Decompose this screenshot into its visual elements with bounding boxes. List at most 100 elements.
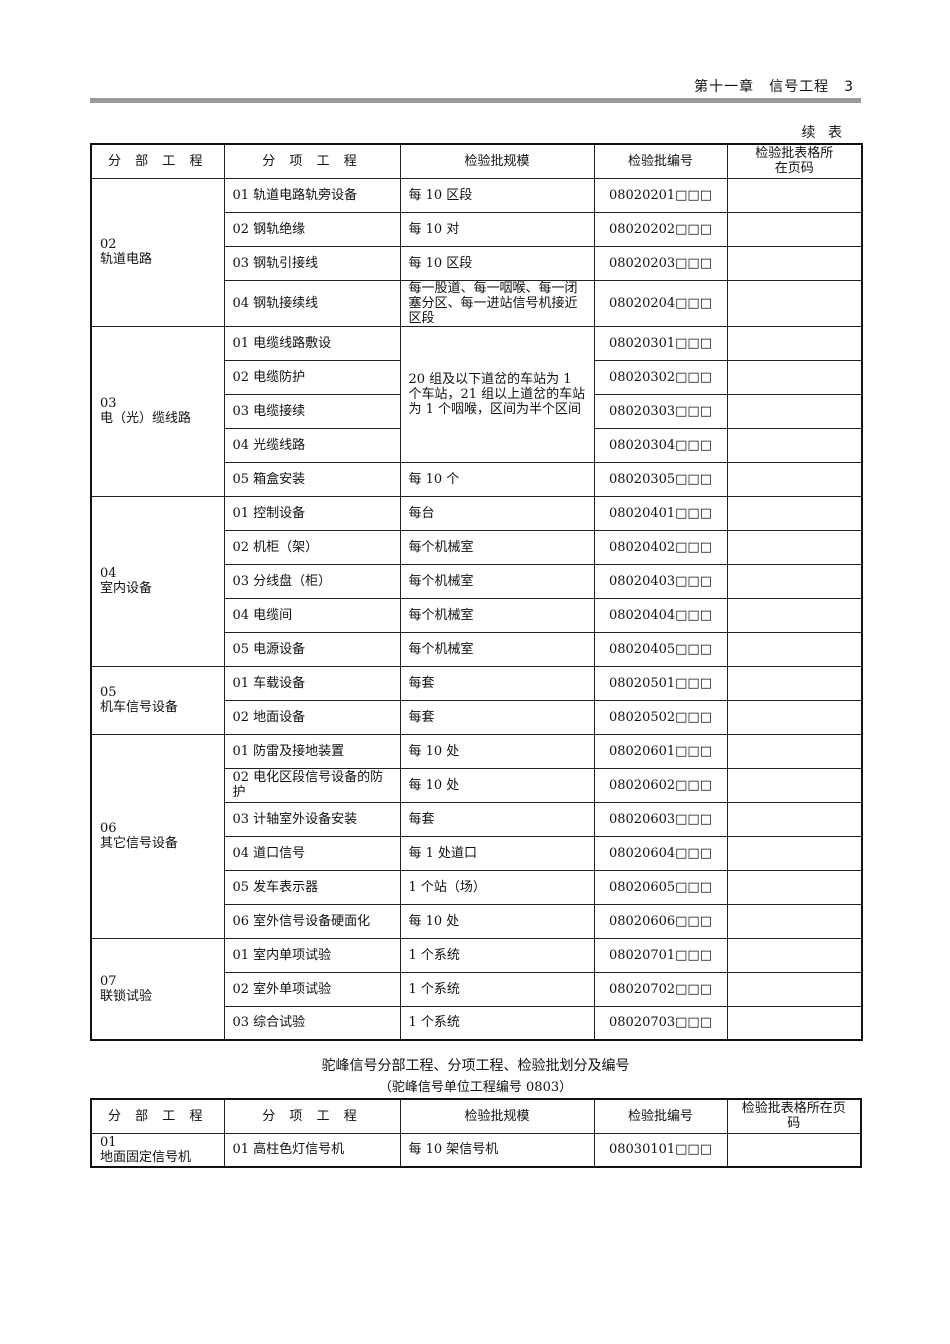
batch-no-cell: 08020302□□□ xyxy=(593,359,728,395)
subitem-cell: 01 车载设备 xyxy=(223,665,401,701)
subitem-cell: 02 电缆防护 xyxy=(223,359,401,395)
batch-no-cell: 08020301□□□ xyxy=(593,325,728,361)
division-code: 07 xyxy=(100,973,117,989)
subitem-cell: 04 道口信号 xyxy=(223,835,401,871)
page-cell xyxy=(726,359,863,395)
subitem-cell: 05 电源设备 xyxy=(223,631,401,667)
table-row: 04 道口信号每 1 处道口 08020604□□□ xyxy=(91,835,863,871)
subitem-cell: 02 室外单项试验 xyxy=(223,971,401,1007)
table-row: 03 钢轨引接线每 10 区段 08020203□□□ xyxy=(91,245,863,281)
division-code: 05 xyxy=(100,685,117,700)
division-name: 室内设备 xyxy=(100,581,153,596)
table-row: 04 电缆间 每个机械室 08020404□□□ xyxy=(91,597,863,633)
col-division: 分 部 工 程 xyxy=(90,1098,225,1134)
batch-no-cell: 08020201□□□ xyxy=(593,177,728,213)
table-row: 03 综合试验 1 个系统 08020703□□□ xyxy=(91,1005,863,1041)
col-scale: 检验批规模 xyxy=(399,1098,595,1134)
subitem-cell: 04 光缆线路 xyxy=(223,427,401,463)
table-row: 05 发车表示器 1 个站（场） 08020605□□□ xyxy=(91,869,863,905)
division-name: 轨道电路 xyxy=(100,252,153,267)
scale-cell: 每 10 处 xyxy=(399,903,595,939)
division-cell: 01 地面固定信号机 xyxy=(90,1132,225,1168)
division-name: 其它信号设备 xyxy=(100,836,179,851)
table-row: 03 电（光）缆线路 01 电缆线路敷设 20 组及以下道岔的车站为 1 个车站，21… xyxy=(90,325,863,497)
table-header-row: 分 部 工 程 分 项 工 程 检验批规模 检验批编号 检验批表格所在页码 xyxy=(90,143,863,179)
hump-signal-table: 分 部 工 程 分 项 工 程 检验批规模 检验批编号 检验批表格所在页码 01… xyxy=(90,1098,862,1168)
scale-cell: 1 个站（场） xyxy=(399,869,595,905)
subitem-cell: 01 防雷及接地装置 xyxy=(223,733,401,769)
table-row: 01 地面固定信号机 01 高柱色灯信号机 每 10 架信号机 08030101□… xyxy=(90,1132,862,1168)
table-row: 05 机车信号设备 01 车载设备 每套 08020501□□□ xyxy=(90,665,863,735)
division-cell: 07 联锁试验 xyxy=(90,937,225,1041)
scale-cell: 每一股道、每一咽喉、每一闭塞分区、每一进站信号机接近区段 xyxy=(399,279,595,327)
table-row: 02 轨道电路 01 轨道电路轨旁设备每 10 区段 08020201□□□ xyxy=(90,177,863,327)
page-cell xyxy=(726,529,863,565)
table-row: 02 电化区段信号设备的防护每 10 处 08020602□□□ xyxy=(91,767,863,803)
table-row: 06 其它信号设备 01 防雷及接地装置每 10 处 08020601□□□ xyxy=(90,733,863,939)
batch-no-cell: 08020404□□□ xyxy=(593,597,728,633)
division-cell: 05 机车信号设备 xyxy=(90,665,225,735)
page-cell xyxy=(726,631,863,667)
scale-cell: 20 组及以下道岔的车站为 1 个车站，21 组以上道岔的车站为 1 个咽喉，区… xyxy=(399,325,595,463)
batch-no-cell: 08020402□□□ xyxy=(593,529,728,565)
table-row: 04 室内设备 01 控制设备 每台 08020401□□□ xyxy=(90,495,863,667)
subitem-cell: 01 轨道电路轨旁设备 xyxy=(223,177,401,213)
col-subitem: 分 项 工 程 xyxy=(223,143,401,179)
batch-no-cell: 08020501□□□ xyxy=(593,665,728,701)
scale-cell: 每 10 处 xyxy=(399,733,595,769)
page-cell xyxy=(726,801,863,837)
scale-cell: 每套 xyxy=(399,665,595,701)
batch-no-cell: 08020202□□□ xyxy=(593,211,728,247)
page-cell xyxy=(726,1005,863,1041)
scale-cell: 每套 xyxy=(399,699,595,735)
division-code: 04 xyxy=(100,566,117,581)
page-cell xyxy=(726,211,863,247)
section-subtitle: （驼峰信号单位工程编号 0803） xyxy=(378,1080,573,1095)
batch-no-cell: 08020605□□□ xyxy=(593,869,728,905)
batch-no-cell: 08020606□□□ xyxy=(593,903,728,939)
scale-cell: 每 1 处道口 xyxy=(399,835,595,871)
page-cell xyxy=(726,767,863,803)
batch-no-cell: 08020403□□□ xyxy=(593,563,728,599)
batch-no-cell: 08020604□□□ xyxy=(593,835,728,871)
subitem-cell: 02 地面设备 xyxy=(223,699,401,735)
page-cell xyxy=(726,427,863,463)
batch-no-cell: 08020401□□□ xyxy=(593,495,728,531)
page-cell xyxy=(726,937,863,973)
scale-cell: 每个机械室 xyxy=(399,631,595,667)
table-row: 05 箱盒安装每 10 个 08020305□□□ xyxy=(91,461,863,497)
table-row: 02 地面设备 每套 08020502□□□ xyxy=(91,699,863,735)
page-cell xyxy=(726,461,863,497)
batch-no-cell: 08020204□□□ xyxy=(593,279,728,327)
batch-no-cell: 08020203□□□ xyxy=(593,245,728,281)
col-batch-no: 检验批编号 xyxy=(593,143,728,179)
subitem-cell: 03 分线盘（柜） xyxy=(223,563,401,599)
page-cell xyxy=(726,699,863,735)
batch-no-cell: 08020602□□□ xyxy=(593,767,728,803)
batch-no-cell: 08020702□□□ xyxy=(593,971,728,1007)
page-cell xyxy=(726,1132,862,1168)
subitem-cell: 05 箱盒安装 xyxy=(223,461,401,497)
division-name: 电（光）缆线路 xyxy=(100,411,192,426)
scale-cell: 每 10 对 xyxy=(399,211,595,247)
page-cell xyxy=(726,665,863,701)
batch-no-cell: 08020502□□□ xyxy=(593,699,728,735)
subitem-cell: 01 控制设备 xyxy=(223,495,401,531)
scale-cell: 每套 xyxy=(399,801,595,837)
division-name: 联锁试验 xyxy=(100,988,153,1004)
batch-no-cell: 08030101□□□ xyxy=(593,1132,728,1168)
subitem-cell: 06 室外信号设备硬面化 xyxy=(223,903,401,939)
table-header-row: 分 部 工 程 分 项 工 程 检验批规模 检验批编号 检验批表格所在页码 xyxy=(90,1098,862,1134)
subitem-cell: 01 高柱色灯信号机 xyxy=(223,1132,401,1168)
page-cell xyxy=(726,177,863,213)
table-row: 05 电源设备 每个机械室 08020405□□□ xyxy=(91,631,863,667)
scale-cell: 每 10 处 xyxy=(399,767,595,803)
batch-no-cell: 08020603□□□ xyxy=(593,801,728,837)
division-name: 机车信号设备 xyxy=(100,700,179,715)
division-cell: 06 其它信号设备 xyxy=(90,733,225,939)
subitem-cell: 01 室内单项试验 xyxy=(223,937,401,973)
scale-cell: 每 10 区段 xyxy=(399,177,595,213)
division-cell: 02 轨道电路 xyxy=(90,177,225,327)
scale-cell: 1 个系统 xyxy=(399,937,595,973)
inspection-batch-table: 分 部 工 程 分 项 工 程 检验批规模 检验批编号 检验批表格所在页码 02… xyxy=(90,143,863,1041)
